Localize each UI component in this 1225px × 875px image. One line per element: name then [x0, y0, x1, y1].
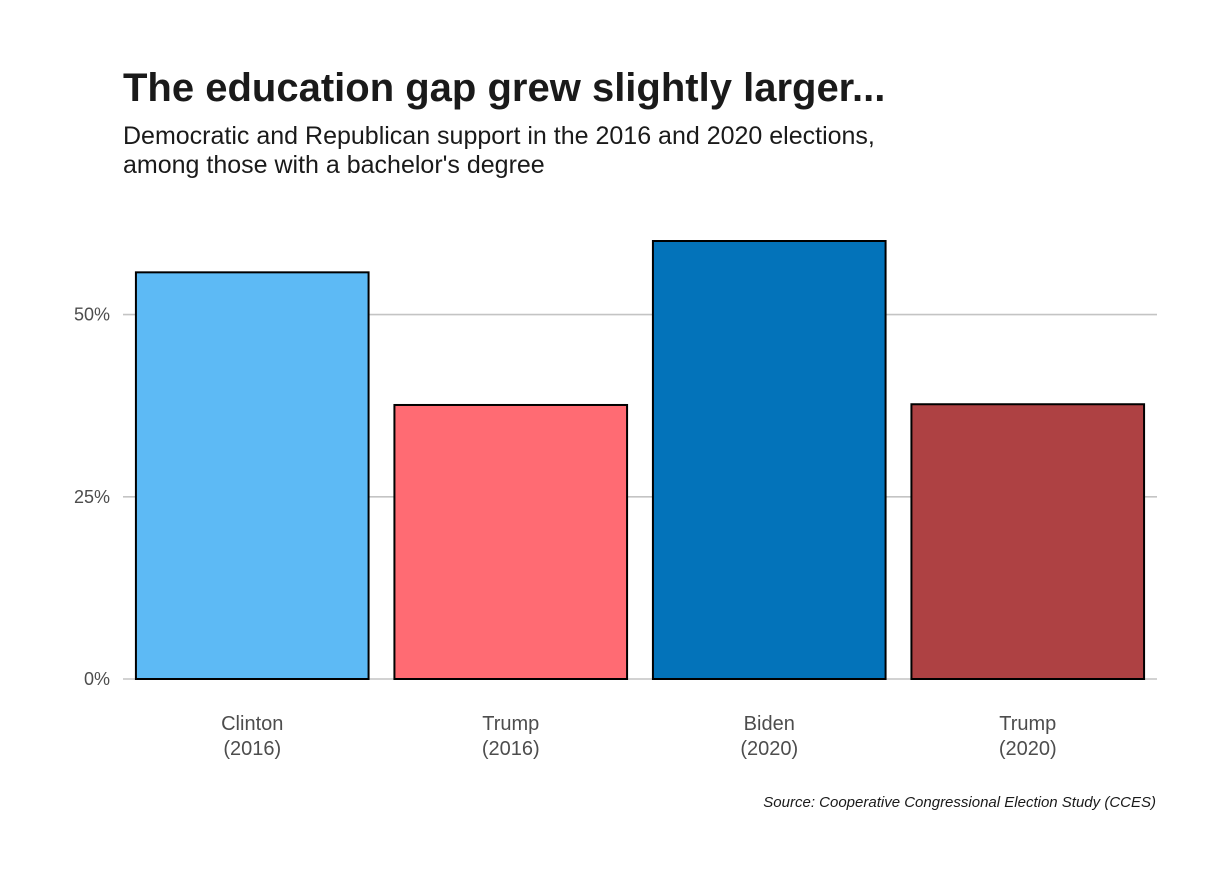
y-tick-label: 50% — [74, 305, 110, 325]
y-tick-label: 0% — [84, 669, 110, 689]
chart-title: The education gap grew slightly larger..… — [123, 66, 886, 110]
x-tick-label-line: (2020) — [740, 738, 798, 760]
x-tick-label: Clinton (2016) — [221, 713, 283, 760]
y-tick-label: 25% — [74, 487, 110, 507]
chart-subtitle: Democratic and Republican support in the… — [123, 122, 1123, 180]
bar — [393, 403, 629, 680]
x-axis-tick-labels: Clinton (2016)Trump (2016)Biden (2020)Trump… — [221, 713, 1057, 760]
bar — [910, 403, 1146, 680]
x-tick-label: Trump (2016) — [482, 713, 540, 760]
x-tick-label-line: (2016) — [223, 738, 281, 760]
x-tick-label-line: Trump — [999, 713, 1056, 735]
bar — [651, 240, 887, 680]
x-tick-label-line: Clinton — [221, 713, 283, 735]
x-tick-label-line: (2020) — [999, 738, 1057, 760]
chart-subtitle-line-1: Democratic and Republican support in the… — [123, 122, 875, 150]
x-tick-label-line: (2016) — [482, 738, 540, 760]
y-axis-tick-labels: 0% 25% 50% — [74, 305, 110, 689]
bar — [134, 271, 370, 680]
x-tick-label: Trump (2020) — [999, 713, 1057, 760]
bars — [134, 240, 1146, 680]
chart-caption: Source: Cooperative Congressional Electi… — [763, 794, 1156, 811]
chart-subtitle-line-2: among those with a bachelor's degree — [123, 151, 545, 179]
x-tick-label-line: Biden — [744, 713, 795, 735]
x-tick-label-line: Trump — [482, 713, 539, 735]
x-tick-label: Biden (2020) — [740, 713, 798, 760]
